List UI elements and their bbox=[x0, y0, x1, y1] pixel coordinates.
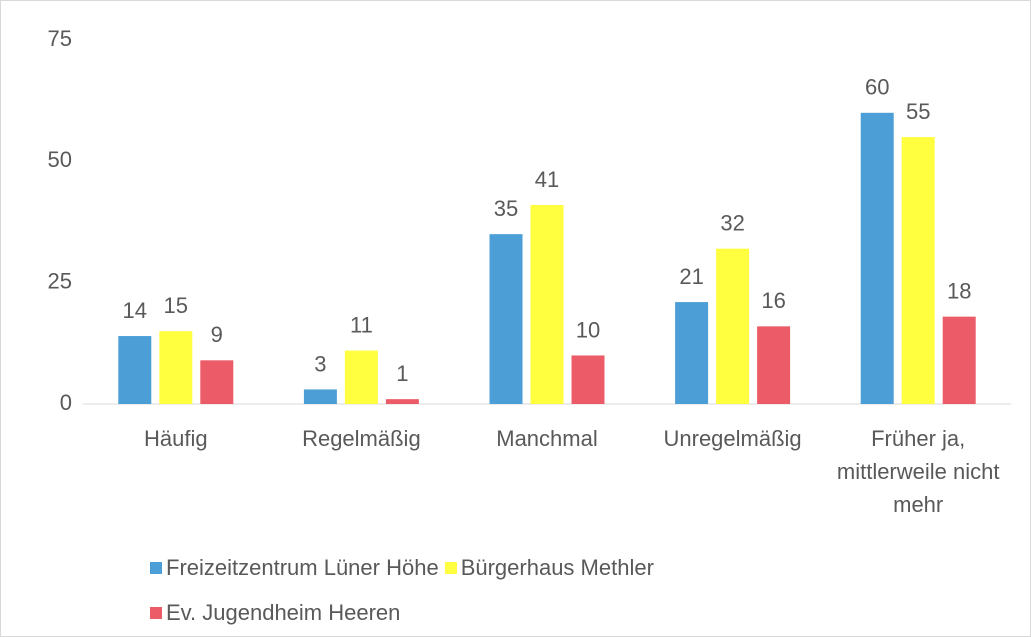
bar bbox=[385, 399, 419, 404]
legend-label: Bürgerhaus Methler bbox=[460, 555, 654, 580]
legend-item: Freizeitzentrum Lüner Höhe bbox=[150, 545, 439, 590]
legend-label: Freizeitzentrum Lüner Höhe bbox=[166, 555, 439, 580]
legend-swatch bbox=[444, 561, 457, 574]
bar bbox=[571, 355, 605, 404]
data-label: 10 bbox=[576, 317, 600, 342]
x-tick-label: Manchmal bbox=[496, 426, 598, 451]
x-tick-label: Früher ja, mittlerweile nicht mehr bbox=[836, 426, 1000, 517]
data-label: 11 bbox=[350, 312, 373, 337]
bar bbox=[159, 331, 193, 404]
legend-swatch bbox=[150, 561, 162, 574]
data-label: 35 bbox=[494, 196, 518, 221]
bar bbox=[860, 112, 894, 405]
data-label: 32 bbox=[720, 211, 744, 236]
y-tick-label: 75 bbox=[48, 26, 72, 51]
x-tick-label: Unregelmäßig bbox=[663, 426, 802, 451]
bar bbox=[901, 137, 935, 405]
bar bbox=[757, 326, 791, 404]
data-label: 3 bbox=[314, 351, 326, 376]
bar bbox=[530, 205, 564, 404]
data-label: 18 bbox=[947, 278, 971, 303]
legend-label: Ev. Jugendheim Heeren bbox=[166, 600, 401, 625]
data-label: 41 bbox=[535, 167, 559, 192]
data-label: 15 bbox=[164, 293, 188, 318]
data-label: 9 bbox=[211, 322, 223, 347]
bar bbox=[200, 360, 234, 404]
bar bbox=[303, 389, 337, 404]
bar bbox=[489, 234, 523, 404]
data-label: 1 bbox=[396, 361, 408, 386]
bar bbox=[675, 302, 709, 404]
x-tick-label: Häufig bbox=[144, 426, 208, 451]
legend: Freizeitzentrum Lüner Höhe Bürgerhaus Met… bbox=[150, 545, 850, 635]
data-label: 60 bbox=[865, 75, 889, 100]
data-label: 55 bbox=[906, 99, 930, 124]
y-tick-label: 25 bbox=[48, 268, 72, 293]
bar bbox=[344, 350, 378, 404]
bar bbox=[942, 316, 976, 404]
y-tick-label: 0 bbox=[60, 390, 72, 415]
x-tick-label: Regelmäßig bbox=[302, 426, 421, 451]
y-tick-label: 50 bbox=[48, 147, 72, 172]
bar bbox=[118, 336, 152, 404]
data-label: 14 bbox=[123, 298, 147, 323]
legend-item: Bürgerhaus Methler bbox=[444, 545, 654, 590]
bar bbox=[716, 248, 750, 404]
data-label: 21 bbox=[679, 264, 703, 289]
legend-item: Ev. Jugendheim Heeren bbox=[150, 590, 400, 635]
data-label: 16 bbox=[761, 288, 785, 313]
legend-swatch bbox=[150, 606, 162, 619]
